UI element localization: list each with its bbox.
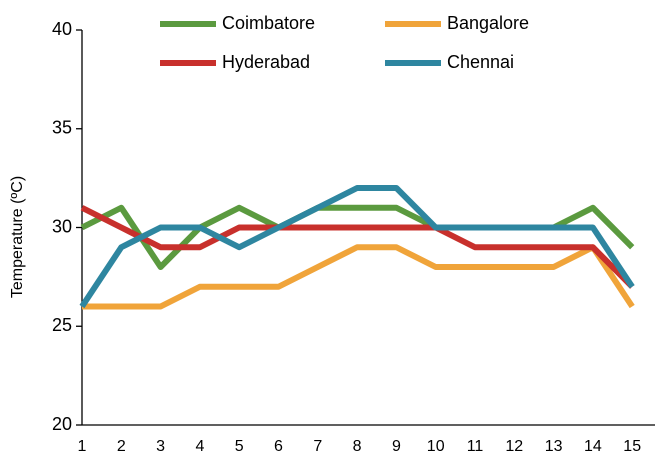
x-tick-label: 10 xyxy=(427,438,445,455)
y-tick-label: 40 xyxy=(52,19,72,39)
series-line xyxy=(80,205,635,289)
x-tick-label: 3 xyxy=(156,438,165,455)
legend-label: Chennai xyxy=(447,52,514,72)
legend-label: Coimbatore xyxy=(222,13,315,33)
x-tick-label: 15 xyxy=(623,438,641,455)
series-line xyxy=(79,185,635,309)
x-tick-label: 7 xyxy=(313,438,322,455)
y-tick-label: 20 xyxy=(52,414,72,434)
y-tick-label: 35 xyxy=(52,118,72,138)
x-tick-label: 12 xyxy=(505,438,523,455)
x-tick-label: 11 xyxy=(467,438,484,455)
legend-label: Bangalore xyxy=(447,13,529,33)
x-tick-label: 13 xyxy=(545,438,563,455)
x-tick-label: 2 xyxy=(117,438,126,455)
x-tick-label: 1 xyxy=(78,438,87,455)
x-tick-label: 4 xyxy=(195,438,204,455)
x-tick-label: 9 xyxy=(392,438,401,455)
series-line xyxy=(80,204,635,270)
y-tick-label: 25 xyxy=(52,315,72,335)
legend-label: Hyderabad xyxy=(222,52,310,72)
x-tick-label: 5 xyxy=(235,438,244,455)
x-tick-label: 8 xyxy=(353,438,362,455)
x-tick-label: 14 xyxy=(584,438,602,455)
y-tick-label: 30 xyxy=(52,216,72,236)
series-line xyxy=(82,244,635,310)
y-axis-label: Temperature (ºC) xyxy=(9,176,26,298)
x-tick-label: 6 xyxy=(274,438,283,455)
